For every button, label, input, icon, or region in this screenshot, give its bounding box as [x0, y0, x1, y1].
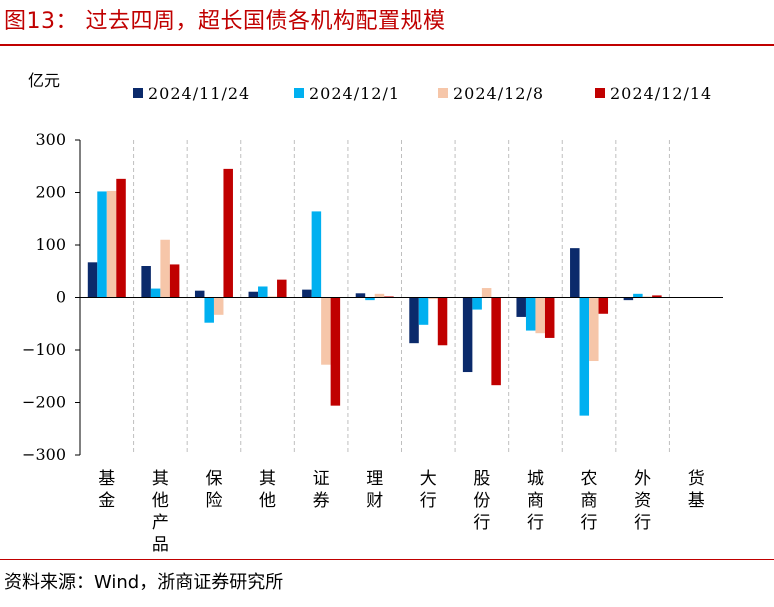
category-label: 城商行 [527, 469, 544, 533]
bar [409, 297, 419, 344]
category-label: 大行 [420, 469, 437, 511]
bar [223, 168, 233, 298]
y-tick-label: 0 [56, 288, 66, 307]
category-label: 货基 [688, 469, 705, 511]
bar [525, 297, 536, 331]
bar [384, 296, 394, 298]
bar [330, 297, 341, 406]
bar [652, 295, 662, 298]
bar [204, 297, 214, 323]
bar [302, 289, 312, 298]
bar [141, 266, 151, 298]
legend-swatch [438, 88, 448, 98]
bar [623, 297, 634, 301]
bar [267, 296, 278, 298]
legend-swatch [294, 88, 304, 98]
bar [642, 296, 653, 298]
bar [277, 279, 287, 298]
bar [150, 288, 161, 298]
bar [589, 297, 599, 362]
bar [579, 297, 590, 416]
bar [428, 297, 438, 300]
bar [311, 211, 322, 298]
bar [116, 178, 126, 298]
category-label: 股份行 [473, 469, 490, 533]
bar [258, 286, 268, 298]
bar [491, 297, 501, 386]
category-label: 其他产品 [152, 469, 169, 555]
bar [355, 293, 366, 298]
bar [106, 190, 117, 298]
category-label: 基金 [98, 469, 115, 511]
bar [169, 264, 180, 298]
bar [97, 191, 107, 298]
bar [535, 297, 545, 334]
bar [418, 297, 429, 325]
bar [472, 297, 482, 310]
legend-label: 2024/12/14 [610, 84, 712, 103]
bar [160, 239, 170, 298]
bar [437, 297, 448, 346]
bar [481, 288, 492, 298]
category-label: 保险 [205, 469, 222, 511]
bar [87, 262, 98, 298]
source-note: 资料来源：Wind，浙商证券研究所 [4, 572, 284, 593]
footer-rule [0, 559, 774, 560]
category-label: 农商行 [581, 469, 598, 533]
bar [516, 297, 526, 317]
figure-title: 图13： 过去四周，超长国债各机构配置规模 [4, 9, 446, 34]
y-tick-label: 100 [35, 235, 66, 254]
y-tick-label: −200 [22, 393, 66, 412]
legend-label: 2024/11/24 [148, 84, 250, 103]
legend-swatch [133, 88, 143, 98]
bar [194, 290, 205, 298]
bar [570, 248, 580, 298]
y-tick-label: −300 [22, 445, 66, 464]
title-rule [0, 44, 774, 46]
bar [248, 291, 259, 298]
bar [365, 297, 375, 301]
bar [462, 297, 473, 373]
y-tick-label: −100 [22, 340, 66, 359]
bar [374, 293, 385, 298]
bar [544, 297, 555, 338]
category-label: 其他 [259, 469, 276, 511]
legend-label: 2024/12/8 [453, 84, 544, 103]
legend-label: 2024/12/1 [309, 84, 400, 103]
y-tick-label: 300 [35, 130, 66, 149]
bar [598, 297, 609, 314]
y-axis-unit-label: 亿元 [28, 71, 60, 90]
y-tick-label: 200 [35, 183, 66, 202]
bar [633, 293, 643, 298]
legend-swatch [595, 88, 605, 98]
bar [213, 297, 224, 315]
bar [321, 297, 331, 365]
category-label: 理财 [366, 469, 383, 511]
category-label: 外资行 [634, 469, 651, 533]
category-label: 证券 [313, 469, 330, 511]
